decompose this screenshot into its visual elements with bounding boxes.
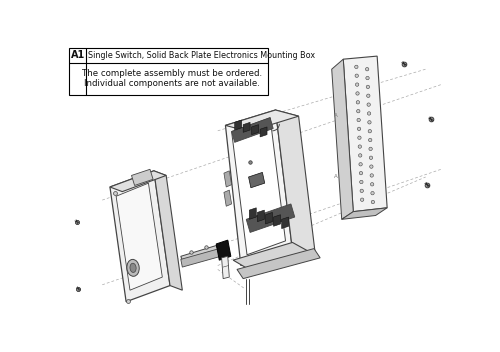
Circle shape xyxy=(370,183,374,186)
Circle shape xyxy=(360,171,362,175)
Circle shape xyxy=(369,147,372,151)
Polygon shape xyxy=(276,110,316,256)
Text: The complete assembly must be ordered.: The complete assembly must be ordered. xyxy=(82,69,262,77)
Polygon shape xyxy=(250,208,256,219)
Polygon shape xyxy=(237,249,320,279)
Circle shape xyxy=(357,118,360,122)
Circle shape xyxy=(359,163,362,166)
Text: A: A xyxy=(334,175,338,180)
Circle shape xyxy=(368,138,372,142)
Text: Single Switch, Solid Back Plate Electronics Mounting Box: Single Switch, Solid Back Plate Electron… xyxy=(88,51,314,60)
Polygon shape xyxy=(266,212,272,224)
Polygon shape xyxy=(233,243,315,273)
Circle shape xyxy=(370,165,373,168)
Circle shape xyxy=(360,198,364,201)
Polygon shape xyxy=(332,59,353,219)
Text: A1: A1 xyxy=(70,50,85,60)
Polygon shape xyxy=(234,120,242,130)
Polygon shape xyxy=(248,172,264,188)
Circle shape xyxy=(356,101,360,104)
Polygon shape xyxy=(181,249,221,267)
Circle shape xyxy=(367,103,370,106)
Polygon shape xyxy=(226,110,298,132)
Circle shape xyxy=(371,191,374,195)
Circle shape xyxy=(354,65,358,69)
Polygon shape xyxy=(258,210,264,222)
Ellipse shape xyxy=(127,259,139,276)
Polygon shape xyxy=(224,190,232,206)
Circle shape xyxy=(368,112,370,115)
Polygon shape xyxy=(274,215,280,226)
Polygon shape xyxy=(226,110,292,265)
Circle shape xyxy=(360,180,363,184)
Circle shape xyxy=(366,76,369,80)
Polygon shape xyxy=(282,217,288,228)
Circle shape xyxy=(358,145,362,148)
Circle shape xyxy=(355,74,358,77)
Circle shape xyxy=(366,68,369,71)
Polygon shape xyxy=(243,122,250,132)
Circle shape xyxy=(368,121,371,124)
Polygon shape xyxy=(216,240,231,260)
Polygon shape xyxy=(260,127,267,137)
Circle shape xyxy=(356,83,359,86)
Polygon shape xyxy=(222,256,230,279)
Circle shape xyxy=(356,109,360,113)
Circle shape xyxy=(360,189,364,193)
Ellipse shape xyxy=(130,263,136,272)
Circle shape xyxy=(358,127,360,131)
Polygon shape xyxy=(232,118,273,142)
Circle shape xyxy=(370,156,372,159)
Circle shape xyxy=(366,94,370,98)
Polygon shape xyxy=(342,208,387,219)
Text: Individual components are not available.: Individual components are not available. xyxy=(84,79,260,88)
Circle shape xyxy=(358,136,361,139)
Polygon shape xyxy=(181,246,220,264)
Circle shape xyxy=(358,154,362,157)
Polygon shape xyxy=(224,171,232,187)
Polygon shape xyxy=(232,118,285,255)
Circle shape xyxy=(356,92,359,95)
Bar xyxy=(69,48,268,95)
Polygon shape xyxy=(132,169,153,186)
Circle shape xyxy=(366,85,370,89)
Polygon shape xyxy=(246,204,295,232)
Circle shape xyxy=(371,200,374,204)
Text: A: A xyxy=(334,113,338,118)
Circle shape xyxy=(368,130,372,133)
Polygon shape xyxy=(110,171,170,302)
Polygon shape xyxy=(252,125,258,134)
Circle shape xyxy=(370,174,374,177)
Polygon shape xyxy=(344,56,387,212)
Polygon shape xyxy=(116,183,162,290)
Polygon shape xyxy=(154,171,182,290)
Polygon shape xyxy=(110,171,166,191)
